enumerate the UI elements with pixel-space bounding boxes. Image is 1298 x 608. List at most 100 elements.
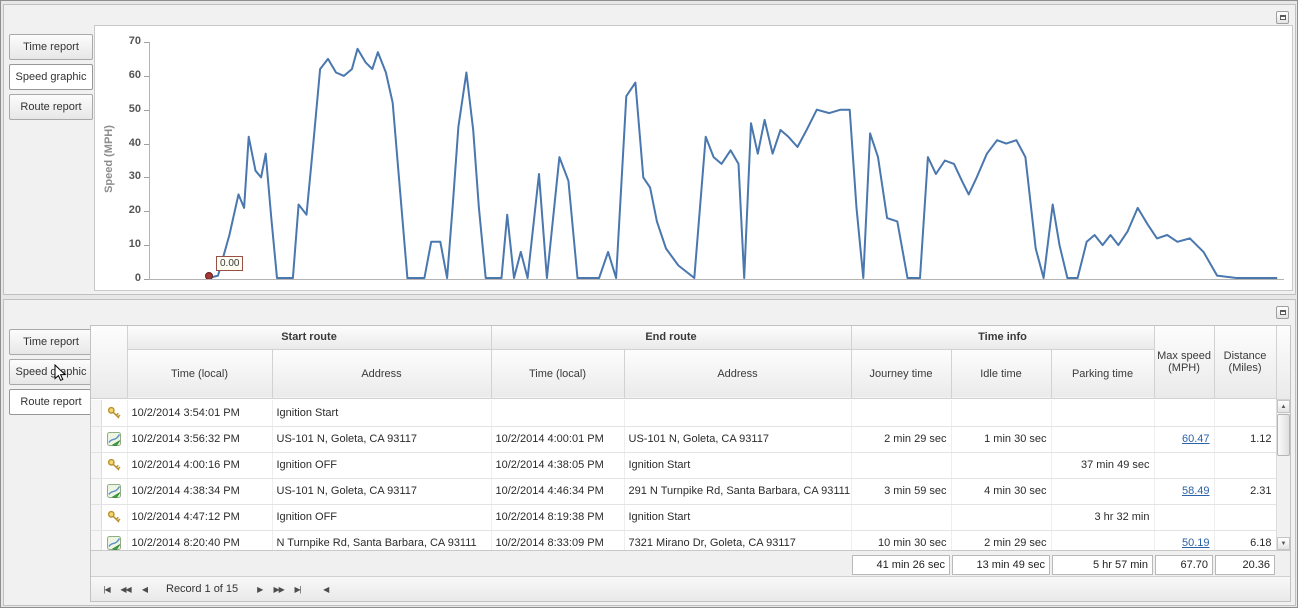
cell-journey-time: 3 min 59 sec (851, 478, 952, 505)
max-speed-link[interactable]: 50.19 (1181, 537, 1210, 549)
cell-max-speed: 58.49 (1154, 478, 1215, 505)
cell-end-time: 10/2/2014 8:19:38 PM (491, 504, 625, 531)
cell-max-speed: 60.47 (1154, 426, 1215, 453)
collapse-bottom-panel-button[interactable] (1276, 306, 1289, 319)
row-indicator-cell (91, 504, 102, 531)
cell-end-time: 10/2/2014 4:38:05 PM (491, 452, 625, 479)
cell-journey-time (851, 452, 952, 479)
summary-distance: 20.36 (1215, 554, 1275, 575)
route-grid-row[interactable]: 10/2/2014 3:54:01 PM Ignition Start (91, 400, 1276, 427)
cell-start-time: 10/2/2014 3:54:01 PM (127, 400, 273, 427)
ignition-key-icon (107, 406, 121, 419)
hscroll-left-button[interactable]: ◀ (323, 584, 330, 594)
y-tick-label: 10 (128, 238, 141, 251)
scroll-down-button[interactable]: ▼ (1277, 537, 1290, 550)
route-map-icon (107, 432, 121, 446)
cell-parking-time: 37 min 49 sec (1051, 452, 1155, 479)
bottom-tab-time-report[interactable]: Time report (9, 329, 93, 355)
cell-start-time: 10/2/2014 4:38:34 PM (127, 478, 273, 505)
y-tick-mark (144, 177, 149, 179)
cell-end-address: US-101 N, Goleta, CA 93117 (624, 426, 852, 453)
band-end-route[interactable]: End route (491, 326, 852, 350)
band-time-info[interactable]: Time info (851, 326, 1155, 350)
summary-journey-time: 41 min 26 sec (852, 554, 950, 575)
cell-idle-time (951, 400, 1052, 427)
cell-end-address: Ignition Start (624, 504, 852, 531)
route-grid-row[interactable]: 10/2/2014 4:38:34 PM US-101 N, Goleta, CA… (91, 478, 1276, 505)
route-grid-row[interactable]: 10/2/2014 4:00:16 PM Ignition OFF 10/2/201… (91, 452, 1276, 479)
ignition-key-icon (107, 510, 121, 523)
y-tick-label: 50 (128, 102, 141, 115)
top-tab-speed-graphic[interactable]: Speed graphic (9, 64, 93, 90)
y-tick-mark (144, 279, 149, 280)
max-speed-link[interactable]: 60.47 (1181, 433, 1210, 445)
speed-line-svg (205, 47, 1278, 280)
row-type-icon-cell (101, 400, 128, 427)
bottom-tabstrip: Time report Speed graphic Route report (9, 329, 93, 419)
cell-end-time: 10/2/2014 8:33:09 PM (491, 530, 625, 550)
column-header-end-address[interactable]: Address (624, 349, 852, 399)
scroll-up-button[interactable]: ▲ (1277, 400, 1290, 413)
y-axis-title: Speed (MPH) (103, 125, 115, 193)
route-map-icon (107, 484, 121, 498)
route-grid: Start route End route Time info Max spee… (90, 325, 1291, 602)
cell-start-time: 10/2/2014 4:47:12 PM (127, 504, 273, 531)
cell-journey-time: 10 min 30 sec (851, 530, 952, 550)
bottom-tab-route-report[interactable]: Route report (9, 389, 93, 415)
cell-max-speed (1154, 504, 1215, 531)
vertical-scrollbar[interactable]: ▲ ▼ (1276, 400, 1290, 550)
collapse-top-panel-button[interactable] (1276, 11, 1289, 24)
next-page-button[interactable]: ▶▶ (273, 584, 285, 594)
first-record-button[interactable]: |◀ (103, 584, 110, 594)
max-speed-link[interactable]: 58.49 (1181, 485, 1210, 497)
column-header-start-address[interactable]: Address (272, 349, 492, 399)
route-grid-row[interactable]: 10/2/2014 4:47:12 PM Ignition OFF 10/2/201… (91, 504, 1276, 531)
column-header-max-speed-label: Max speed (1157, 349, 1211, 362)
column-header-idle-time[interactable]: Idle time (951, 349, 1052, 399)
column-header-distance[interactable]: Distance (Miles) (1214, 326, 1277, 399)
point-value-tooltip: 0.00 (216, 256, 244, 271)
vertical-scrollbar-thumb[interactable] (1277, 414, 1290, 456)
y-tick-label: 60 (128, 68, 141, 81)
cell-journey-time (851, 400, 952, 427)
y-tick-mark (144, 143, 149, 145)
cell-journey-time: 2 min 29 sec (851, 426, 952, 453)
cell-start-address: N Turnpike Rd, Santa Barbara, CA 93111 (272, 530, 492, 550)
column-header-start-time[interactable]: Time (local) (127, 349, 273, 399)
y-tick-label: 70 (128, 35, 141, 47)
prev-record-button[interactable]: ◀ (141, 584, 148, 594)
route-grid-row[interactable]: 10/2/2014 3:56:32 PM US-101 N, Goleta, CA… (91, 426, 1276, 453)
last-record-button[interactable]: ▶| (294, 584, 302, 594)
top-tab-time-report[interactable]: Time report (9, 34, 93, 60)
summary-max-speed: 67.70 (1155, 554, 1213, 575)
row-type-icon-cell (101, 426, 128, 453)
y-tick-label: 20 (128, 204, 141, 217)
route-grid-row[interactable]: 10/2/2014 8:20:40 PM N Turnpike Rd, Santa… (91, 530, 1276, 550)
prev-page-button[interactable]: ◀◀ (120, 584, 131, 594)
top-tab-route-report[interactable]: Route report (9, 94, 93, 120)
row-indicator-cell (91, 452, 102, 479)
column-header-end-time[interactable]: Time (local) (491, 349, 625, 399)
column-header-max-speed[interactable]: Max speed (MPH) (1154, 326, 1215, 399)
y-tick-mark (144, 109, 149, 111)
cell-distance: 6.18 (1214, 530, 1276, 550)
y-tick-label: 40 (128, 136, 141, 149)
bottom-tab-speed-graphic[interactable]: Speed graphic (9, 359, 93, 385)
cell-journey-time (851, 504, 952, 531)
cell-max-speed (1154, 400, 1215, 427)
cell-end-address (624, 400, 852, 427)
top-tabstrip: Time report Speed graphic Route report (9, 34, 93, 124)
column-header-parking-time[interactable]: Parking time (1051, 349, 1155, 399)
cell-parking-time (1051, 400, 1155, 427)
next-record-button[interactable]: ▶ (257, 584, 263, 594)
grid-summary-row: 41 min 26 sec 13 min 49 sec 5 hr 57 min … (91, 550, 1290, 576)
column-header-journey-time[interactable]: Journey time (851, 349, 952, 399)
summary-parking-time: 5 hr 57 min (1052, 554, 1153, 575)
row-indicator-cell (91, 400, 102, 427)
y-tick-label: 30 (128, 170, 141, 183)
cell-end-time: 10/2/2014 4:00:01 PM (491, 426, 625, 453)
cell-end-time: 10/2/2014 4:46:34 PM (491, 478, 625, 505)
chart-plot-area[interactable]: 0.00 (149, 42, 1284, 280)
band-start-route[interactable]: Start route (127, 326, 492, 350)
